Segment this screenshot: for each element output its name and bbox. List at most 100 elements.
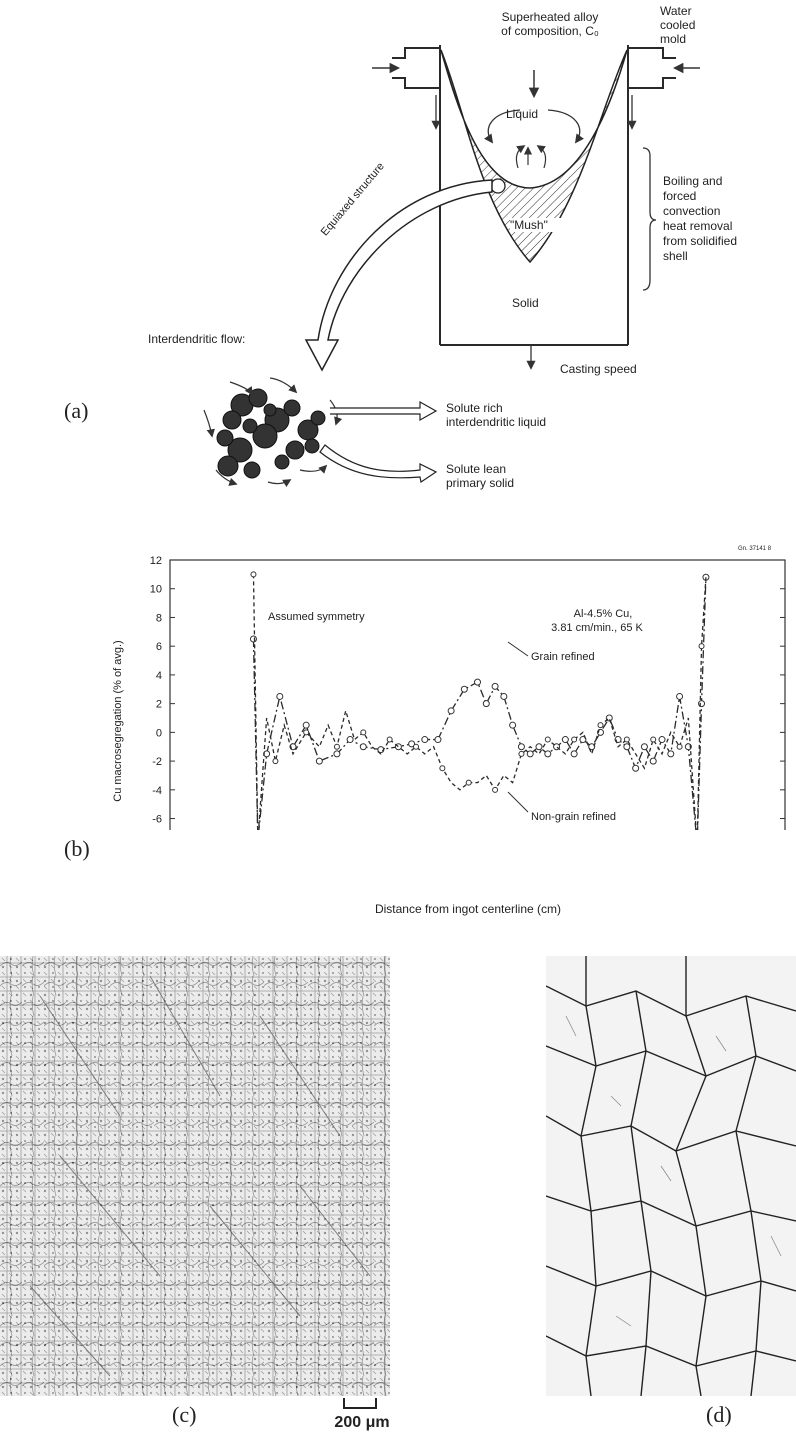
label-solute-rich: Solute rich interdendritic liquid [446,401,547,429]
data-point-grain-refined [623,743,631,751]
annotation-conditions-1: Al-4.5% Cu, [573,608,633,620]
data-point-non-grain-refined [544,736,551,743]
panel-c-letter: (c) [172,1402,197,1427]
data-point-grain-refined [447,707,455,715]
y-tick-label: 4 [156,670,162,682]
data-point-grain-refined [482,700,490,708]
data-point-non-grain-refined [439,765,446,772]
data-point-grain-refined [570,750,578,758]
grain-refined-pointer [507,641,529,657]
data-point-non-grain-refined [623,736,630,743]
y-tick-label: 0 [156,727,162,739]
sample-point-circle [490,178,506,194]
data-point-grain-refined [509,721,517,729]
label-interdendritic-flow: Interdendritic flow: [148,332,246,346]
data-point-grain-refined [667,750,675,758]
macrosegregation-chart: -35-30-25-20-15-10-505101520253035121086… [150,555,786,830]
data-point-non-grain-refined [386,736,393,743]
y-tick-label: 12 [150,555,162,567]
y-axis-label: Cu macrosegregation (% of avg.) [112,640,124,802]
data-point-grain-refined [408,740,416,748]
y-tick-label: 2 [156,699,162,711]
convection-arrow-inner-right [536,145,547,169]
interdendritic-flow-arrows [203,377,343,488]
label-casting-speed: Casting speed [560,362,637,376]
data-point-grain-refined [649,757,657,765]
label-solute-lean: Solute lean primary solid [446,462,515,490]
heat-removal-brace [642,147,657,291]
annotation-conditions-2: 3.81 cm/min., 65 K [551,622,643,634]
data-point-non-grain-refined [250,571,257,578]
annotation-assumed-symmetry: Assumed symmetry [268,611,365,623]
data-point-grain-refined [517,743,525,751]
data-point-grain-refined [460,685,468,693]
data-point-grain-refined [658,736,666,744]
data-point-grain-refined [276,692,284,700]
chart-frame [169,559,786,830]
equiaxed-structure-arrow [304,179,493,372]
scale-bar-label: 200 μm [334,1414,390,1431]
plot-border [169,559,786,830]
convection-arrow-left [484,109,521,144]
panel-a-letter: (a) [64,398,89,423]
data-point-grain-refined [421,736,429,744]
convection-arrow-right [547,109,584,144]
data-point-non-grain-refined [303,729,310,736]
y-tick-label: -6 [152,814,162,826]
data-point-non-grain-refined [465,779,472,786]
data-point-non-grain-refined [676,743,683,750]
label-solid: Solid [512,296,539,310]
dendrite-cluster [216,388,326,479]
data-point-non-grain-refined [413,743,419,750]
label-liquid: Liquid [506,107,539,121]
data-point-grain-refined [500,692,508,700]
data-point-grain-refined [434,736,442,744]
data-point-grain-refined [474,678,481,686]
convection-arrow-inner-left [515,145,526,169]
solute-rich-pointer [330,400,438,422]
data-point-grain-refined [359,743,367,751]
annotation-non-grain-refined: Non-grain refined [531,811,616,823]
data-point-non-grain-refined [597,722,604,729]
data-point-non-grain-refined [518,750,525,757]
micrograph-d [546,956,796,1396]
data-point-grain-refined [588,743,596,751]
panel-b-letter: (b) [64,836,90,861]
data-point-grain-refined [249,635,257,643]
y-tick-label: -4 [152,785,162,797]
y-tick-label: 6 [156,641,162,653]
y-tick-label: 10 [150,584,162,596]
annotation-grain-refined: Grain refined [531,651,595,663]
data-point-grain-refined [698,700,706,708]
casting-schematic [203,45,700,488]
data-point-grain-refined [315,757,323,765]
y-tick-label: -2 [152,756,162,768]
data-point-grain-refined [346,736,354,744]
data-point-grain-refined [632,764,640,772]
data-point-grain-refined [526,750,534,758]
label-superheated-alloy: Superheated alloy of composition, C₀ [501,10,599,38]
data-point-grain-refined [491,682,499,690]
data-point-grain-refined [640,743,648,751]
x-axis-label: Distance from ingot centerline (cm) [374,902,562,916]
non-grain-refined-pointer [507,791,529,813]
scale-bar [343,1398,377,1409]
data-point-grain-refined [676,692,684,700]
label-mush: "Mush" [510,218,570,232]
data-point-non-grain-refined [360,729,367,736]
chart-ticks: -35-30-25-20-15-10-505101520253035121086… [150,555,785,826]
series-line-non-grain-refined [252,574,707,830]
chart-series [249,571,710,830]
chart-corner-tag: Gn. 37141 8 [738,546,772,552]
data-point-grain-refined [302,721,310,729]
y-tick-label: 8 [156,612,162,624]
data-point-non-grain-refined [650,736,657,743]
data-point-non-grain-refined [571,736,578,743]
data-point-grain-refined [579,736,587,744]
data-point-non-grain-refined [698,643,705,650]
data-point-grain-refined [535,743,543,751]
data-point-grain-refined [561,736,569,744]
panel-d-letter: (d) [706,1402,732,1427]
data-point-grain-refined [544,750,552,758]
micrograph-c [0,956,390,1396]
